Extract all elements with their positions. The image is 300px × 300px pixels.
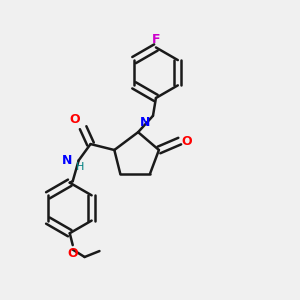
- Text: O: O: [70, 113, 80, 126]
- Text: N: N: [62, 154, 73, 167]
- Text: N: N: [140, 116, 150, 129]
- Text: O: O: [181, 135, 192, 148]
- Text: O: O: [68, 247, 78, 260]
- Text: H: H: [76, 162, 84, 172]
- Text: F: F: [152, 33, 160, 46]
